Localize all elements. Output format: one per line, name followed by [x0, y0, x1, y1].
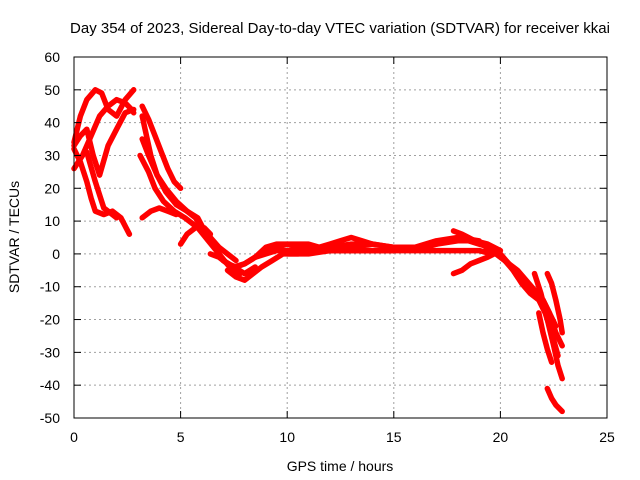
satellite-track-23	[531, 270, 565, 382]
x-axis: 0 5 10 15 20 25	[70, 57, 615, 445]
y-tick-label: -50	[40, 410, 60, 426]
satellite-track-18	[450, 251, 497, 277]
satellite-track-10	[139, 205, 180, 221]
satellite-track-15	[241, 234, 376, 267]
satellite-track-11	[177, 224, 214, 247]
x-tick-label: 25	[599, 429, 615, 445]
x-tick-label: 0	[70, 429, 78, 445]
x-tick-label: 20	[493, 429, 509, 445]
y-tick-label: 30	[44, 147, 60, 163]
satellite-track-2	[71, 96, 137, 172]
x-tick-label: 5	[177, 429, 185, 445]
satellite-track-22	[493, 251, 561, 359]
y-tick-label: 20	[44, 180, 60, 196]
satellite-track-1	[71, 87, 137, 146]
satellite-track-16	[284, 247, 495, 257]
satellite-track-9	[139, 103, 184, 192]
satellite-track-4	[71, 106, 137, 178]
y-tick-label: 60	[44, 49, 60, 65]
satellite-track-19	[450, 228, 491, 251]
y-tick-label: -10	[40, 279, 60, 295]
grid	[74, 57, 607, 418]
y-tick-label: 40	[44, 115, 60, 131]
y-tick-label: -20	[40, 312, 60, 328]
y-tick-label: 0	[52, 246, 60, 262]
satellite-track-25	[536, 310, 555, 365]
y-axis-label: SDTVAR / TECUs	[6, 181, 22, 293]
satellite-track-5	[84, 149, 120, 221]
y-tick-label: -30	[40, 344, 60, 360]
y-tick-label: 10	[44, 213, 60, 229]
y-axis: -50 -40 -30 -20 -10 0 10 20 30 40 50 60	[40, 49, 607, 426]
x-tick-label: 10	[279, 429, 295, 445]
plot-frame	[73, 56, 608, 419]
chart-title: Day 354 of 2023, Sidereal Day-to-day VTE…	[70, 20, 610, 37]
y-tick-label: -40	[40, 377, 60, 393]
data-series	[71, 87, 565, 415]
satellite-track-26	[544, 385, 565, 415]
y-tick-label: 50	[44, 82, 60, 98]
x-axis-label: GPS time / hours	[287, 458, 394, 474]
satellite-track-24	[544, 270, 565, 336]
x-tick-label: 15	[386, 429, 402, 445]
